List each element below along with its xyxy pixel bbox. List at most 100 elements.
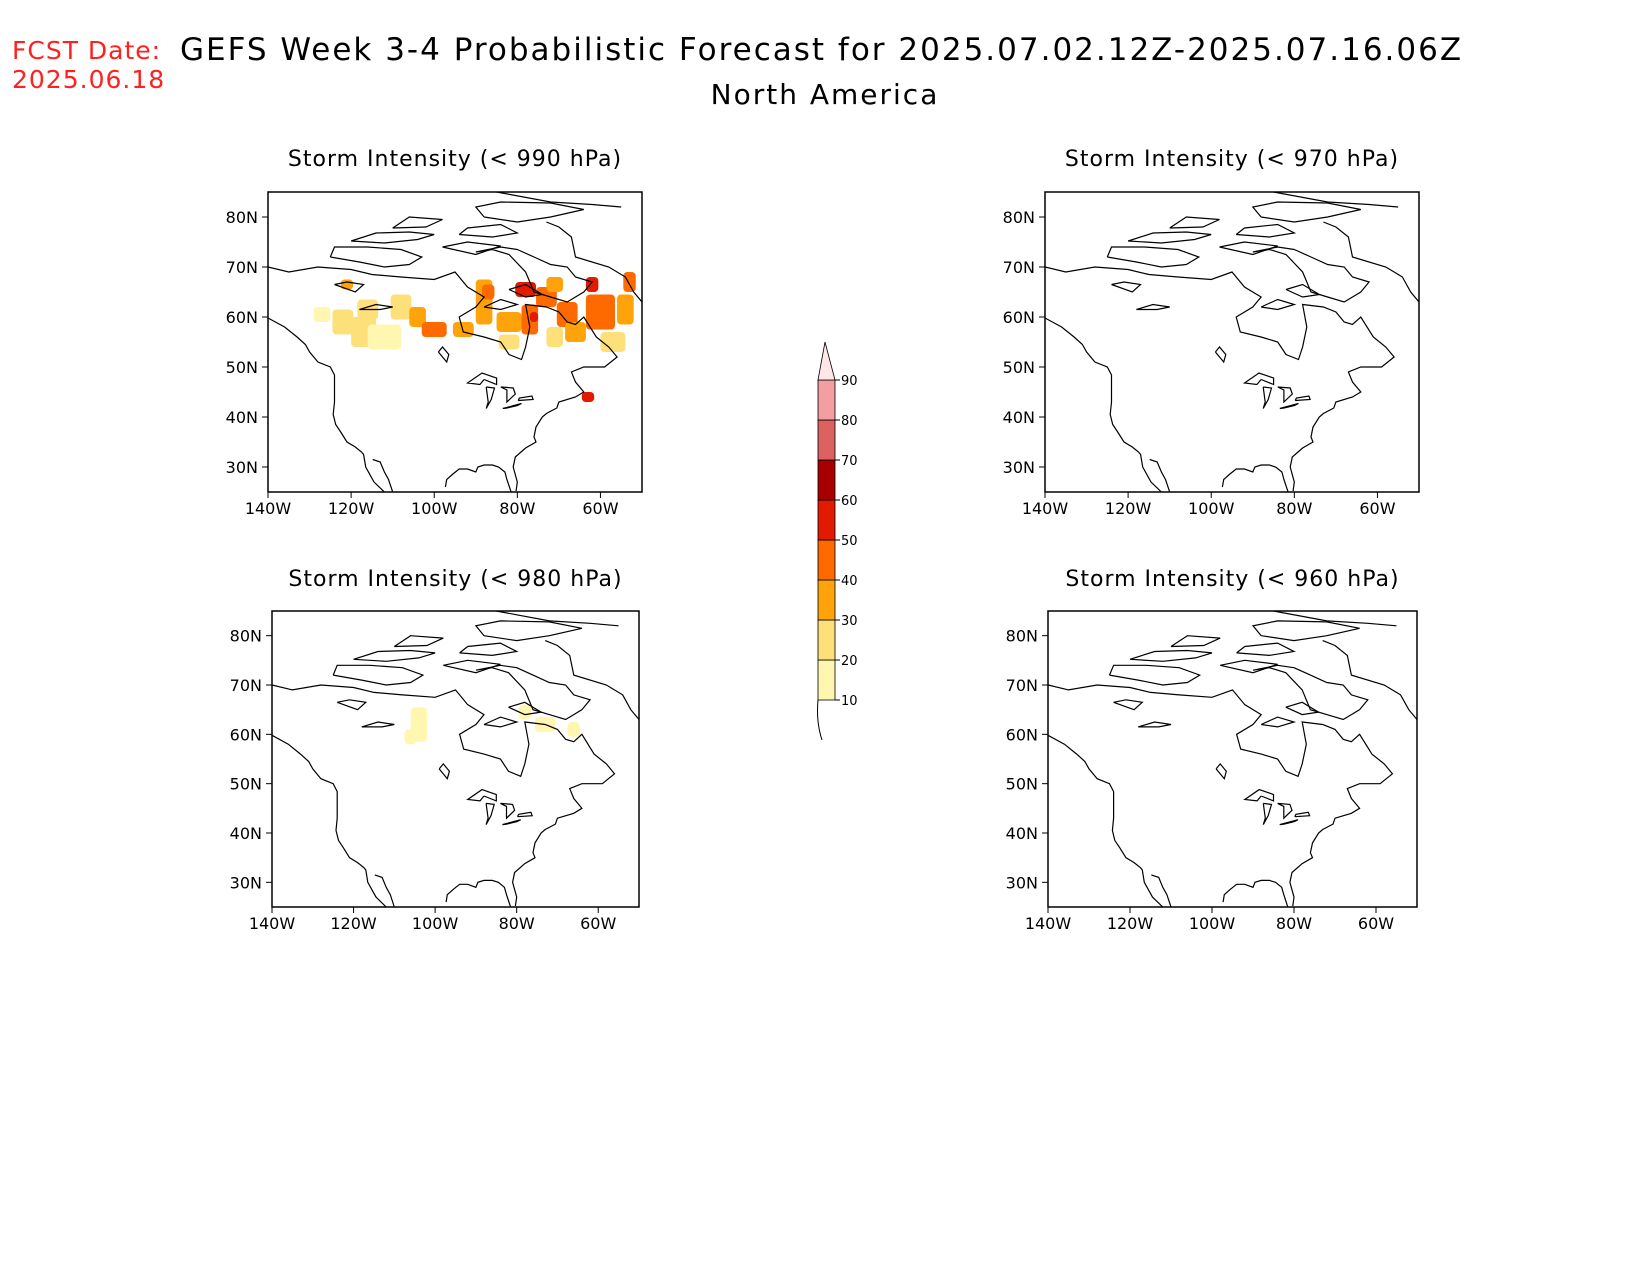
y-tick-label: 70N bbox=[1006, 676, 1038, 695]
coastline bbox=[442, 241, 501, 256]
coastline bbox=[1322, 640, 1417, 720]
probability-cell bbox=[585, 294, 615, 330]
coastline bbox=[1048, 734, 1164, 907]
coastline bbox=[517, 395, 534, 402]
probability-cell bbox=[332, 309, 354, 335]
y-tick-label: 60N bbox=[230, 725, 262, 744]
probability-cell bbox=[567, 722, 580, 737]
x-tick-label: 120W bbox=[330, 914, 377, 933]
x-tick-label: 120W bbox=[1105, 499, 1152, 518]
coastline bbox=[483, 716, 519, 728]
y-tick-label: 60N bbox=[226, 308, 258, 327]
x-tick-label: 100W bbox=[412, 914, 459, 933]
x-tick-label: 100W bbox=[1188, 499, 1235, 518]
probability-cell bbox=[556, 302, 578, 327]
coastline bbox=[437, 346, 450, 364]
coastline bbox=[350, 231, 435, 244]
coastline bbox=[1219, 241, 1278, 256]
colorbar-label: 20 bbox=[841, 654, 858, 669]
coastline bbox=[1045, 317, 1162, 492]
coastline bbox=[1169, 216, 1220, 229]
coastline bbox=[1294, 395, 1311, 402]
y-tick-label: 40N bbox=[1006, 824, 1038, 843]
coastline bbox=[508, 283, 545, 298]
coastline bbox=[500, 386, 516, 404]
x-tick-label: 60W bbox=[1358, 914, 1394, 933]
coastline bbox=[1222, 879, 1289, 907]
coastline bbox=[445, 879, 512, 907]
coastline bbox=[272, 734, 387, 907]
coastline bbox=[1045, 266, 1395, 492]
coastline bbox=[474, 201, 584, 223]
map-frame bbox=[1044, 191, 1420, 493]
coastline bbox=[459, 642, 519, 657]
colorbar-label: 30 bbox=[841, 614, 858, 629]
x-tick-label: 80W bbox=[499, 914, 535, 933]
x-tick-label: 60W bbox=[1359, 499, 1395, 518]
map-frame bbox=[271, 610, 640, 908]
coastline bbox=[1236, 642, 1296, 657]
coastline bbox=[485, 802, 495, 825]
colorbar-segment bbox=[817, 539, 836, 581]
probability-cell bbox=[585, 277, 599, 292]
coastline bbox=[502, 819, 521, 826]
x-tick-label: 80W bbox=[499, 499, 535, 518]
coastline bbox=[458, 223, 520, 238]
map-frame bbox=[1047, 610, 1418, 908]
coastline bbox=[1260, 716, 1297, 728]
coastline bbox=[1273, 611, 1397, 627]
coastline bbox=[359, 303, 393, 311]
coastline bbox=[1106, 246, 1201, 268]
coastline bbox=[508, 701, 543, 716]
probability-cell bbox=[546, 327, 564, 347]
probability-cell bbox=[581, 392, 595, 402]
coastline bbox=[1323, 221, 1419, 303]
y-tick-label: 70N bbox=[230, 676, 262, 695]
coastline bbox=[474, 620, 583, 642]
fcst-date-value: 2025.06.18 bbox=[12, 65, 166, 94]
coastline bbox=[1285, 283, 1322, 298]
probability-cell bbox=[529, 312, 539, 322]
probability-cell bbox=[600, 332, 626, 352]
coastline bbox=[1242, 372, 1275, 386]
x-tick-label: 80W bbox=[1276, 499, 1312, 518]
probability-cell bbox=[409, 307, 426, 327]
y-tick-label: 50N bbox=[1006, 775, 1038, 794]
coastline bbox=[1220, 659, 1278, 674]
coastline bbox=[438, 762, 451, 780]
probability-cell bbox=[518, 704, 531, 720]
x-tick-label: 60W bbox=[580, 914, 616, 933]
coastline bbox=[336, 699, 368, 711]
y-tick-label: 70N bbox=[1003, 258, 1035, 277]
coastline bbox=[496, 611, 619, 627]
coastline bbox=[1138, 721, 1172, 728]
y-tick-label: 80N bbox=[1003, 208, 1035, 227]
y-tick-label: 40N bbox=[230, 824, 262, 843]
coastline bbox=[1215, 762, 1227, 780]
coastline bbox=[1243, 788, 1275, 802]
probability-cell bbox=[390, 294, 412, 320]
y-tick-label: 30N bbox=[226, 458, 258, 477]
panel-title: Storm Intensity (< 960 hPa) bbox=[1065, 567, 1399, 592]
x-tick-label: 100W bbox=[411, 499, 458, 518]
coastlines bbox=[1045, 192, 1419, 492]
coastline bbox=[1048, 684, 1394, 907]
colorbar-top-arrow bbox=[817, 341, 836, 381]
x-tick-label: 80W bbox=[1276, 914, 1312, 933]
x-tick-label: 120W bbox=[328, 499, 375, 518]
coastline bbox=[1235, 223, 1297, 238]
coastline bbox=[546, 221, 642, 303]
probability-cell bbox=[496, 312, 522, 332]
probability-cell bbox=[623, 272, 636, 292]
colorbar-label: 10 bbox=[841, 694, 858, 709]
map-frame bbox=[267, 191, 643, 493]
y-tick-label: 40N bbox=[226, 408, 258, 427]
coastline bbox=[1285, 701, 1321, 716]
coastline bbox=[1108, 664, 1202, 686]
probability-cell bbox=[546, 277, 564, 292]
coastline bbox=[1279, 402, 1299, 410]
coastline bbox=[1262, 386, 1273, 409]
coastline bbox=[466, 788, 497, 802]
coastline bbox=[1221, 464, 1289, 492]
